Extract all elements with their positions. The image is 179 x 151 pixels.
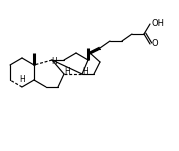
Text: H: H — [64, 67, 70, 77]
Text: O: O — [152, 40, 159, 48]
Text: H: H — [82, 67, 88, 77]
Text: H: H — [51, 58, 57, 66]
Text: OH: OH — [152, 19, 165, 29]
Text: H: H — [19, 74, 25, 84]
